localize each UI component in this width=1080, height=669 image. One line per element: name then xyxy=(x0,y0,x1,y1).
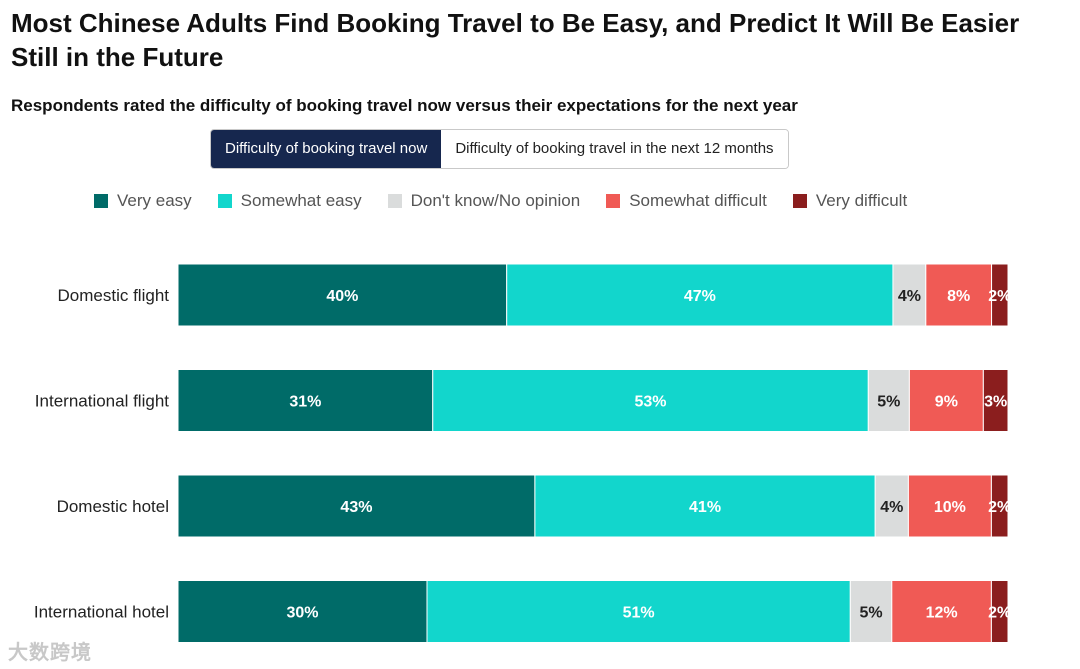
bar-segment[interactable] xyxy=(991,263,1009,327)
legend-swatch xyxy=(94,194,108,208)
legend-label: Somewhat difficult xyxy=(629,191,767,210)
tab-booking-next-12-months[interactable]: Difficulty of booking travel in the next… xyxy=(441,130,788,168)
bar-segment[interactable] xyxy=(177,474,536,538)
data-label: 43% xyxy=(340,499,372,516)
bar-segment[interactable] xyxy=(907,474,992,538)
data-label: 10% xyxy=(934,499,966,516)
legend-label: Somewhat easy xyxy=(240,191,362,210)
data-label: 4% xyxy=(898,288,921,305)
bar-segment[interactable] xyxy=(891,580,992,643)
legend-item-somewhat-easy: Somewhat easy xyxy=(217,191,362,211)
bar-segment[interactable] xyxy=(177,369,434,432)
stacked-bar-chart: Domestic flight 40% 47% 4% 8% 2% International… xyxy=(34,263,1011,643)
chart-title: Most Chinese Adults Find Booking Travel … xyxy=(11,8,1020,72)
bar-segment[interactable] xyxy=(177,263,508,327)
category-label: Domestic flight xyxy=(58,286,170,305)
bar-segment[interactable] xyxy=(534,474,876,538)
data-label: 9% xyxy=(935,394,958,411)
watermark-logo: 大数跨境 xyxy=(8,642,92,664)
data-label: 2% xyxy=(988,605,1011,622)
bar-segment[interactable] xyxy=(506,263,894,327)
category-label: Domestic hotel xyxy=(57,497,169,516)
legend-item-very-difficult: Very difficult xyxy=(792,191,908,211)
data-label: 47% xyxy=(684,288,716,305)
legend-swatch xyxy=(387,194,402,208)
data-label: 40% xyxy=(326,288,358,305)
bar-segment[interactable] xyxy=(874,474,909,538)
data-label: 12% xyxy=(926,605,958,622)
chart-subtitle: Respondents rated the difficulty of book… xyxy=(11,96,798,115)
data-label: 31% xyxy=(289,394,321,411)
bar-segment[interactable] xyxy=(177,580,428,643)
data-label: 8% xyxy=(947,288,970,305)
bar-segment[interactable] xyxy=(990,580,1009,643)
legend-label: Don't know/No opinion xyxy=(410,191,581,210)
view-toggle: Difficulty of booking travel now Difficu… xyxy=(210,129,789,169)
data-label: 2% xyxy=(988,288,1011,305)
data-label: 3% xyxy=(984,394,1007,411)
bar-segment[interactable] xyxy=(982,369,1009,432)
data-label: 53% xyxy=(635,394,667,411)
data-label: 30% xyxy=(286,605,318,622)
data-label: 51% xyxy=(623,605,655,622)
tab-booking-now[interactable]: Difficulty of booking travel now xyxy=(211,130,442,168)
category-label: International flight xyxy=(35,392,169,411)
data-label: 5% xyxy=(859,605,882,622)
bar-segment[interactable] xyxy=(908,369,984,432)
legend-item-somewhat-difficult: Somewhat difficult xyxy=(606,191,767,211)
legend-label: Very difficult xyxy=(815,191,908,210)
legend-swatch xyxy=(792,194,807,208)
legend-label: Very easy xyxy=(117,191,192,210)
data-label: 4% xyxy=(880,499,903,516)
legend-swatch xyxy=(606,194,621,208)
data-label: 41% xyxy=(689,499,721,516)
legend-item-very-easy: Very easy xyxy=(94,191,192,211)
category-label: International hotel xyxy=(34,603,169,622)
bar-segment[interactable] xyxy=(990,474,1009,538)
data-label: 2% xyxy=(988,499,1011,516)
data-label: 5% xyxy=(877,394,900,411)
bar-segment[interactable] xyxy=(892,263,927,327)
legend-item-dont-know: Don't know/No opinion xyxy=(387,191,581,211)
legend-swatch xyxy=(217,194,232,208)
bar-segment[interactable] xyxy=(925,263,993,327)
bar-segment[interactable] xyxy=(432,369,869,432)
chart-legend: Very easy Somewhat easy Don't know/No op… xyxy=(94,191,933,211)
